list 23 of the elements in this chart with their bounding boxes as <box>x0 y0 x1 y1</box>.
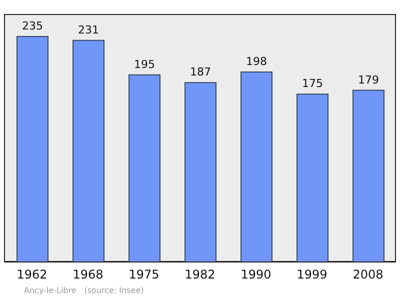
bar <box>184 82 216 262</box>
data-label: 235 <box>22 20 43 33</box>
x-tick-label: 1990 <box>240 268 272 282</box>
x-tick-label: 2008 <box>352 268 384 282</box>
x-tick-label: 1962 <box>16 268 48 282</box>
data-label: 175 <box>302 77 323 90</box>
bar <box>16 36 48 262</box>
bar <box>352 90 384 262</box>
bar <box>72 40 104 262</box>
x-tick-label: 1975 <box>128 268 160 282</box>
bar <box>296 94 328 262</box>
data-label: 198 <box>246 55 267 68</box>
bar <box>240 72 272 262</box>
data-label: 187 <box>190 66 211 79</box>
x-tick-label: 1999 <box>296 268 328 282</box>
x-tick-label: 1982 <box>184 268 216 282</box>
data-label: 195 <box>134 58 155 71</box>
x-tick-label: 1968 <box>72 268 104 282</box>
bar <box>128 74 160 262</box>
data-label: 179 <box>358 73 379 86</box>
data-label: 231 <box>78 23 99 36</box>
text: Ancy-le-Libre <box>24 286 76 295</box>
text: (source: Insee) <box>84 286 144 295</box>
